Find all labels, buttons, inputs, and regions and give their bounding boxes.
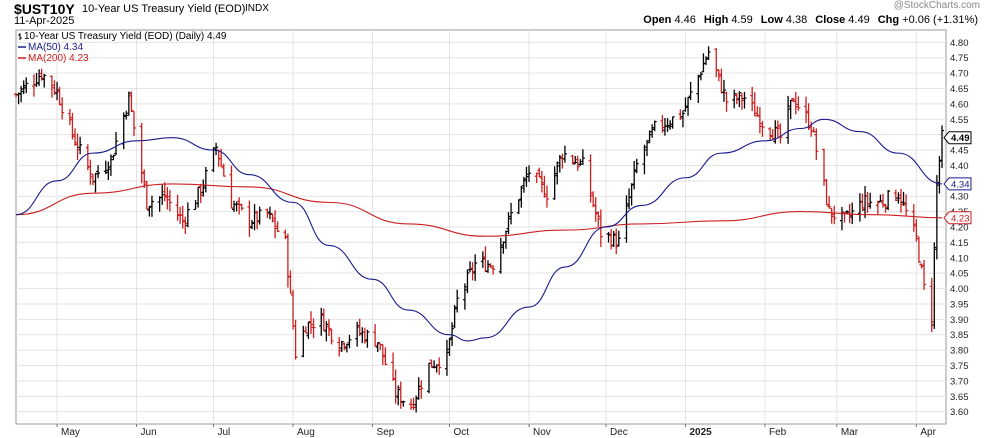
- y-tick-label: 4.05: [950, 269, 969, 280]
- watermark: @StockCharts.com: [894, 0, 980, 11]
- x-tick-label: Nov: [533, 427, 551, 438]
- y-tick-label: 4.55: [950, 115, 969, 126]
- y-tick-label: 4.70: [950, 69, 969, 80]
- last-value-tag-close: [943, 131, 972, 145]
- y-tick-label: 4.80: [950, 38, 969, 49]
- ma200-line: [15, 183, 943, 237]
- last-value-tag-ma200: [943, 211, 972, 225]
- last-value-label-ma200: 4.23: [951, 213, 970, 224]
- exchange-label: INDX: [245, 3, 269, 14]
- last-value-label-close: 4.49: [951, 133, 970, 144]
- y-tick-label: 4.15: [950, 238, 969, 249]
- legend-entry[interactable]: MA(50) 4.34: [28, 42, 83, 53]
- watermark-text: @StockCharts.com: [893, 0, 980, 11]
- x-tick-label: Mar: [841, 427, 859, 438]
- y-tick-label: 3.70: [950, 376, 969, 387]
- y-tick-label: 3.60: [950, 407, 969, 418]
- ohlc-low-label: Low: [760, 14, 786, 26]
- y-tick-label: 4.40: [950, 161, 969, 172]
- y-tick-label: 3.80: [950, 346, 969, 357]
- y-tick-label: 4.20: [950, 223, 969, 234]
- x-tick-label: Jul: [218, 427, 231, 438]
- y-tick-label: 3.75: [950, 361, 969, 372]
- y-tick-label: 4.30: [950, 192, 969, 203]
- ohlc-chg-value: +0.06 (+1.31%): [902, 14, 978, 26]
- y-tick-label: 4.45: [950, 146, 969, 157]
- x-tick-label: Apr: [920, 427, 936, 438]
- y-tick-label: 4.60: [950, 99, 969, 110]
- symbol-title: $UST10Y: [14, 1, 75, 17]
- ohlc-high-label: High: [703, 14, 732, 26]
- x-tick-label: 2025: [689, 427, 712, 438]
- ma50-line: [15, 118, 943, 342]
- ohlc-open-value: 4.46: [674, 14, 696, 26]
- x-tick-label: May: [61, 427, 80, 438]
- y-tick-label: 4.00: [950, 284, 969, 295]
- x-tick-label: Feb: [769, 427, 787, 438]
- y-tick-label: 4.10: [950, 253, 969, 264]
- ohlc-low-value: 4.38: [785, 14, 808, 26]
- ohlc-chg-label: Chg: [877, 14, 903, 26]
- ohlc-high-value: 4.59: [731, 14, 753, 26]
- y-tick-label: 3.65: [950, 392, 969, 403]
- y-tick-label: 3.95: [950, 299, 969, 310]
- x-tick-label: Aug: [297, 427, 315, 438]
- ohlc-summary: Open 4.46 High 4.59 Low 4.38 Close 4.49 Chg …: [635, 14, 978, 26]
- date-label: 11-Apr-2025: [14, 15, 75, 27]
- y-tick-label: 3.90: [950, 315, 969, 326]
- symbol-description: 10-Year US Treasury Yield (EOD): [82, 3, 246, 15]
- x-tick-label: Oct: [454, 427, 470, 438]
- x-tick-label: Dec: [610, 427, 628, 438]
- y-tick-label: 3.85: [950, 330, 969, 341]
- last-value-tag-ma50: [943, 177, 972, 191]
- y-tick-label: 4.65: [950, 84, 969, 95]
- legend-entry[interactable]: MA(200) 4.23: [28, 53, 89, 64]
- ohlc-close-label: Close: [815, 14, 849, 26]
- ohlc-close-value: 4.49: [848, 14, 870, 26]
- last-value-label-ma50: 4.34: [951, 179, 970, 190]
- y-tick-label: 4.75: [950, 53, 969, 64]
- x-tick-label: Sep: [377, 427, 395, 438]
- legend-entry[interactable]: 10-Year US Treasury Yield (EOD) (Daily) …: [24, 31, 227, 42]
- ohlc-open-label: Open: [643, 14, 675, 26]
- x-tick-label: Jun: [141, 427, 157, 438]
